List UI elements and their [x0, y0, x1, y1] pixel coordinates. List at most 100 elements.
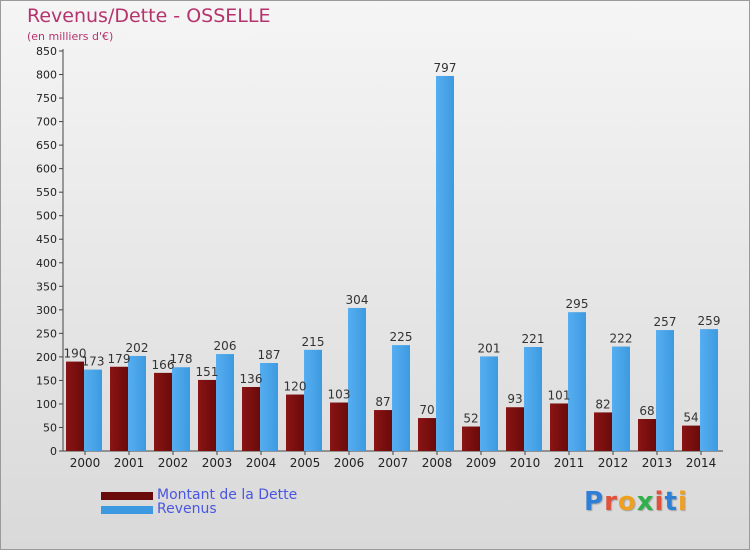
legend-swatch-revenus — [101, 506, 153, 514]
x-tick-label: 2010 — [510, 456, 541, 470]
value-label-dette: 136 — [240, 372, 263, 386]
bar-revenus — [568, 312, 586, 451]
value-label-dette: 93 — [507, 392, 522, 406]
bar-revenus — [480, 356, 498, 451]
bar-dette — [418, 418, 436, 451]
value-label-dette: 103 — [328, 388, 351, 402]
bar-revenus — [84, 369, 102, 451]
bar-dette — [66, 361, 84, 451]
value-label-dette: 120 — [284, 380, 307, 394]
y-tick-label: 100 — [36, 398, 57, 411]
bar-dette — [506, 407, 524, 451]
value-label-dette: 70 — [419, 403, 434, 417]
y-tick-label: 600 — [36, 163, 57, 176]
value-label-revenus: 178 — [170, 352, 193, 366]
bar-revenus — [612, 346, 630, 451]
bar-revenus — [436, 75, 454, 452]
bar-dette — [374, 410, 392, 451]
x-tick-label: 2009 — [466, 456, 497, 470]
value-label-revenus: 206 — [214, 339, 237, 353]
chart-title: Revenus/Dette - OSSELLE — [27, 5, 271, 27]
value-label-revenus: 187 — [258, 348, 281, 362]
y-tick-label: 250 — [36, 327, 57, 340]
value-label-revenus: 221 — [522, 332, 545, 346]
y-tick-label: 200 — [36, 351, 57, 364]
proxiti-logo: Proxiti — [584, 487, 688, 517]
x-tick-label: 2008 — [422, 456, 453, 470]
bar-revenus — [656, 330, 674, 451]
chart-subtitle: (en milliers d'€) — [27, 30, 114, 43]
y-tick-label: 750 — [36, 92, 57, 105]
x-tick-label: 2011 — [554, 456, 585, 470]
bar-revenus — [260, 363, 278, 451]
value-label-revenus: 201 — [478, 341, 501, 355]
legend-label-dette: Montant de la Dette — [157, 487, 298, 503]
bar-dette — [550, 403, 568, 451]
x-tick-label: 2007 — [378, 456, 409, 470]
value-label-dette: 179 — [108, 352, 131, 366]
x-tick-label: 2013 — [642, 456, 673, 470]
value-label-dette: 101 — [548, 388, 571, 402]
value-label-revenus: 173 — [82, 355, 105, 369]
bar-revenus — [216, 354, 234, 451]
y-tick-label: 350 — [36, 280, 57, 293]
y-tick-label: 300 — [36, 304, 57, 317]
y-tick-label: 650 — [36, 139, 57, 152]
value-label-dette: 151 — [196, 365, 219, 379]
bar-revenus — [700, 329, 718, 451]
value-label-dette: 166 — [152, 358, 175, 372]
value-label-dette: 82 — [595, 397, 610, 411]
value-label-dette: 54 — [683, 411, 698, 425]
value-label-revenus: 259 — [698, 314, 721, 328]
y-tick-label: 850 — [36, 45, 57, 58]
bar-revenus — [524, 347, 542, 451]
value-label-revenus: 215 — [302, 335, 325, 349]
y-tick-label: 50 — [43, 421, 57, 434]
y-tick-label: 0 — [50, 445, 57, 458]
bar-dette — [286, 394, 304, 451]
value-label-revenus: 225 — [390, 330, 413, 344]
x-tick-label: 2012 — [598, 456, 629, 470]
value-label-revenus: 295 — [566, 297, 589, 311]
bar-dette — [682, 425, 700, 451]
x-tick-label: 2005 — [290, 456, 321, 470]
x-tick-label: 2006 — [334, 456, 365, 470]
y-tick-label: 500 — [36, 210, 57, 223]
value-label-revenus: 304 — [346, 293, 369, 307]
value-label-revenus: 257 — [654, 315, 677, 329]
x-tick-label: 2002 — [158, 456, 189, 470]
bar-dette — [110, 366, 128, 451]
bar-revenus — [304, 349, 322, 451]
y-tick-label: 800 — [36, 69, 57, 82]
y-tick-label: 550 — [36, 186, 57, 199]
chart-bars — [66, 75, 718, 452]
value-label-dette: 190 — [64, 347, 87, 361]
x-tick-label: 2004 — [246, 456, 277, 470]
bar-dette — [638, 419, 656, 451]
legend-swatch-dette — [101, 492, 153, 500]
bar-dette — [594, 412, 612, 451]
value-label-revenus: 797 — [434, 61, 457, 75]
value-label-dette: 52 — [463, 412, 478, 426]
bar-dette — [462, 426, 480, 451]
value-label-dette: 87 — [375, 395, 390, 409]
x-tick-label: 2001 — [114, 456, 145, 470]
bar-dette — [198, 379, 216, 451]
value-label-revenus: 202 — [126, 341, 149, 355]
bar-revenus — [128, 355, 146, 451]
bar-revenus — [172, 367, 190, 451]
bar-dette — [330, 402, 348, 451]
value-label-dette: 68 — [639, 404, 654, 418]
y-tick-label: 150 — [36, 374, 57, 387]
y-tick-label: 400 — [36, 257, 57, 270]
y-tick-label: 450 — [36, 233, 57, 246]
y-tick-label: 700 — [36, 116, 57, 129]
x-tick-label: 2003 — [202, 456, 233, 470]
value-label-revenus: 222 — [610, 332, 633, 346]
legend-label-revenus: Revenus — [157, 501, 217, 517]
bar-dette — [242, 387, 260, 451]
x-tick-label: 2000 — [70, 456, 101, 470]
